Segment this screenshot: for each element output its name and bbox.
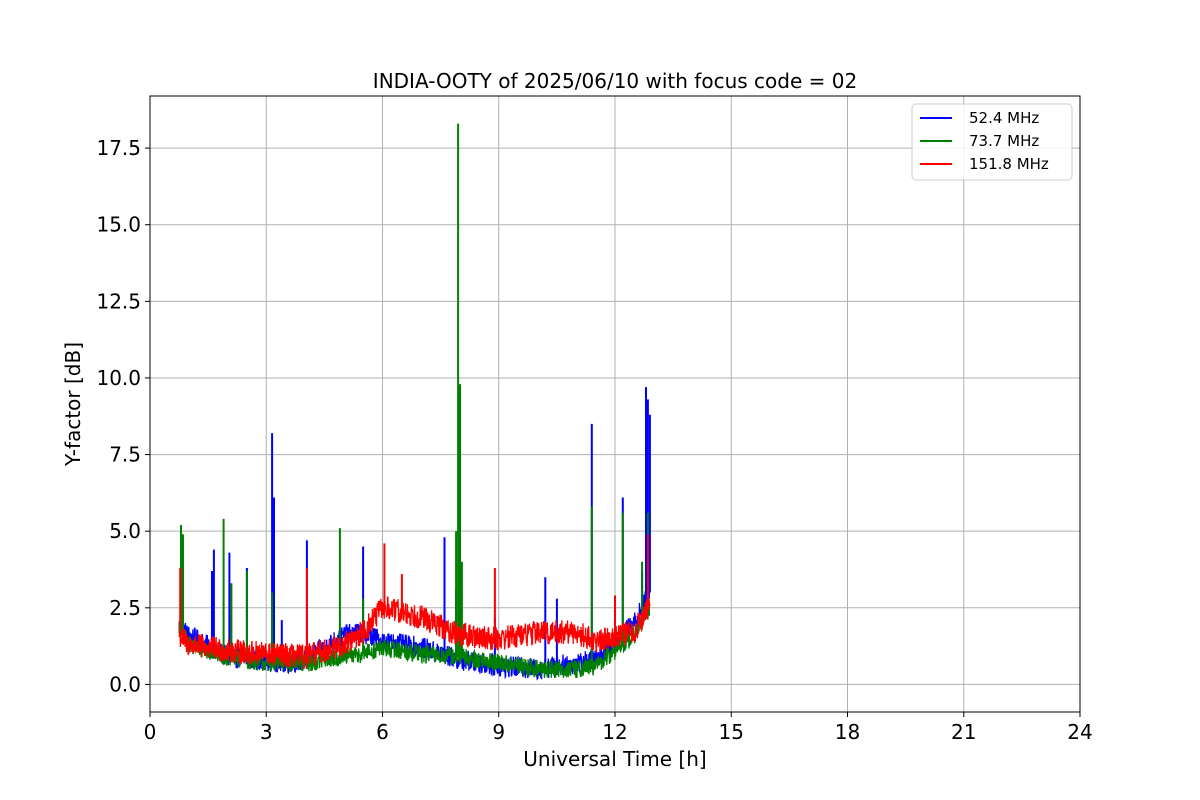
y-tick-label: 12.5 — [96, 289, 141, 313]
y-axis-title: Y-factor [dB] — [61, 342, 85, 467]
legend-label-1: 73.7 MHz — [969, 132, 1039, 150]
x-tick-label: 24 — [1067, 720, 1092, 744]
y-tick-label: 5.0 — [109, 519, 141, 543]
y-tick-label: 0.0 — [109, 672, 141, 696]
legend-label-2: 151.8 MHz — [969, 155, 1049, 173]
x-tick-label: 3 — [260, 720, 273, 744]
x-tick-label: 12 — [602, 720, 627, 744]
x-tick-label: 18 — [835, 720, 860, 744]
y-tick-label: 15.0 — [96, 213, 141, 237]
chart-title: INDIA-OOTY of 2025/06/10 with focus code… — [373, 69, 857, 93]
x-tick-label: 9 — [492, 720, 505, 744]
legend-label-0: 52.4 MHz — [969, 109, 1039, 127]
series-line-1 — [178, 600, 651, 679]
x-tick-label: 6 — [376, 720, 389, 744]
y-tick-label: 17.5 — [96, 136, 141, 160]
y-tick-label: 7.5 — [109, 443, 141, 467]
data-series — [178, 123, 651, 681]
x-tick-label: 21 — [951, 720, 976, 744]
legend-box — [911, 103, 1073, 181]
x-tick-label: 0 — [144, 720, 157, 744]
series-line-2 — [178, 596, 651, 669]
axis-ticks: 0 3 6 9 12 15 18 21 24 0.0 2.5 5.0 7.5 10.0 12.5 15.0 17… — [96, 136, 1092, 744]
y-tick-label: 10.0 — [96, 366, 141, 390]
x-axis-title: Universal Time [h] — [523, 747, 706, 771]
x-tick-label: 15 — [719, 720, 744, 744]
legend: 52.4 MHz 73.7 MHz 151.8 MHz — [911, 103, 1073, 181]
y-tick-label: 2.5 — [109, 596, 141, 620]
